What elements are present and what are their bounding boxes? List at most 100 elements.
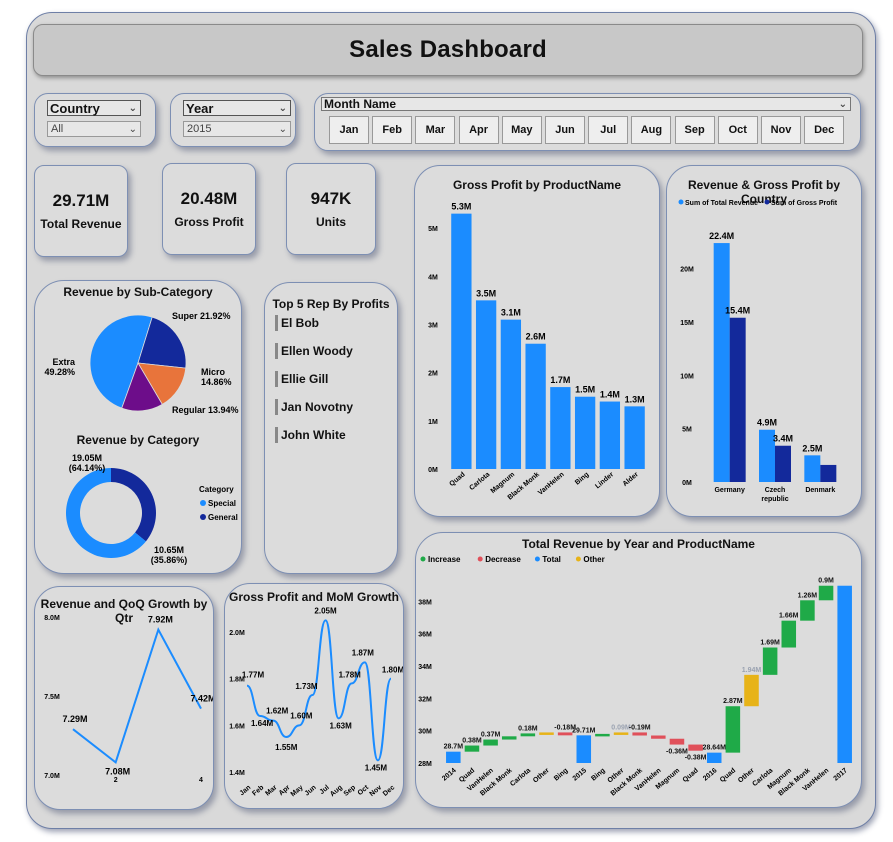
waterfall-bar-black-monk[interactable] xyxy=(632,732,647,736)
bar-magnum[interactable] xyxy=(500,319,522,469)
legend-item[interactable]: Special xyxy=(208,499,236,508)
waterfall-bar-vanhelen[interactable] xyxy=(651,735,666,739)
pie-slice-extra[interactable] xyxy=(89,314,153,409)
month-button-sep[interactable]: Sep xyxy=(674,116,715,144)
month-button-apr[interactable]: Apr xyxy=(458,116,499,144)
donut-label-general: 10.65M (35.86%) xyxy=(151,545,188,565)
y-tick-label: 1.6M xyxy=(229,723,245,730)
y-tick-label: 0M xyxy=(428,467,438,474)
bar-bing[interactable] xyxy=(574,396,596,469)
legend-item[interactable]: General xyxy=(208,513,238,522)
data-label: 1.62M xyxy=(266,707,289,716)
data-label: 1.69M xyxy=(760,640,780,647)
x-tick-label: VanHelen xyxy=(537,471,566,497)
kpi-label: Total Revenue xyxy=(40,217,122,231)
x-tick-label: 2014 xyxy=(441,767,458,782)
donut-slice-special[interactable] xyxy=(66,468,146,558)
waterfall-bar-2016[interactable] xyxy=(706,752,722,763)
donut-slice-general[interactable] xyxy=(111,468,156,542)
waterfall-bar-bing[interactable] xyxy=(595,733,610,737)
x-tick-label: Bing xyxy=(553,767,569,782)
bar-vanhelen[interactable] xyxy=(550,387,571,469)
waterfall-bar-other[interactable] xyxy=(613,732,629,735)
data-label: 2.5M xyxy=(802,443,822,453)
bar-germany-revenue[interactable] xyxy=(713,243,730,482)
bar-carlota[interactable] xyxy=(475,300,497,469)
pie-slice-regular[interactable] xyxy=(121,362,163,412)
month-button-mar[interactable]: Mar xyxy=(415,116,456,144)
month-button-aug[interactable]: Aug xyxy=(631,116,672,144)
data-label: 0.38M xyxy=(462,738,482,745)
bar-czech-republic-profit[interactable] xyxy=(775,445,791,482)
month-button-may[interactable]: May xyxy=(501,116,542,144)
x-tick-label: 2 xyxy=(114,777,118,784)
year-selected-value: 2015 xyxy=(187,123,212,135)
month-slicer-header[interactable]: Month Name ⌄ xyxy=(321,97,851,111)
data-label: -0.36M xyxy=(666,749,688,756)
legend-item: Increase xyxy=(428,555,461,564)
waterfall-bar-quad[interactable] xyxy=(725,706,741,753)
chevron-down-icon[interactable]: ⌄ xyxy=(128,103,137,114)
waterfall-bar-vanhelen[interactable] xyxy=(818,585,834,601)
month-button-jul[interactable]: Jul xyxy=(588,116,629,144)
bar-denmark-profit[interactable] xyxy=(820,464,837,482)
bar-black-monk[interactable] xyxy=(525,343,546,469)
waterfall-bar-black-monk[interactable] xyxy=(501,736,517,740)
rep-name: Jan Novotny xyxy=(275,399,353,415)
bar-alder[interactable] xyxy=(624,406,645,469)
x-tick-label: 4 xyxy=(199,777,203,784)
legend-marker xyxy=(477,556,483,562)
y-tick-label: 38M xyxy=(418,599,432,606)
bar-germany-profit[interactable] xyxy=(729,317,746,482)
month-button-oct[interactable]: Oct xyxy=(717,116,758,144)
qoq-growth-card: Revenue and QoQ Growth by Qtr 7.0M 7.5M 8.… xyxy=(34,586,214,810)
series-line[interactable] xyxy=(72,627,202,765)
revenue-subcategory-card: Revenue by Sub-Category Extra 49.28% Super… xyxy=(34,280,242,574)
month-button-dec[interactable]: Dec xyxy=(804,116,845,144)
donut-label-special: 19.05M (64.14%) xyxy=(69,453,106,473)
waterfall-bar-quad[interactable] xyxy=(688,744,703,751)
chevron-down-icon[interactable]: ⌄ xyxy=(278,103,287,114)
waterfall-bar-quad[interactable] xyxy=(464,745,480,752)
bar-linder[interactable] xyxy=(599,401,621,469)
data-label: 1.78M xyxy=(339,670,362,679)
data-label: 1.3M xyxy=(625,394,645,404)
waterfall-bar-magnum[interactable] xyxy=(669,738,685,745)
waterfall-bar-vanhelen[interactable] xyxy=(483,739,498,746)
waterfall-bar-2014[interactable] xyxy=(446,751,461,763)
waterfall-bar-magnum[interactable] xyxy=(781,620,797,648)
waterfall-bar-black-monk[interactable] xyxy=(800,600,815,621)
month-button-jun[interactable]: Jun xyxy=(545,116,585,144)
waterfall-bar-carlota[interactable] xyxy=(520,733,536,737)
month-button-jan[interactable]: Jan xyxy=(329,116,369,144)
x-tick-label: May xyxy=(290,784,305,798)
waterfall-bar-other[interactable] xyxy=(744,674,759,707)
bar-czech-republic-revenue[interactable] xyxy=(759,429,775,482)
country-slicer-header[interactable]: Country ⌄ xyxy=(47,100,141,116)
pie-label-extra: Extra 49.28% xyxy=(44,357,76,377)
waterfall-bar-bing[interactable] xyxy=(557,732,573,736)
chevron-down-icon[interactable]: ⌄ xyxy=(278,124,287,135)
series-line[interactable] xyxy=(246,619,392,762)
waterfall-bar-2017[interactable] xyxy=(837,585,852,763)
legend-marker xyxy=(764,199,770,205)
pie-slice-super[interactable] xyxy=(137,316,187,369)
month-button-nov[interactable]: Nov xyxy=(761,116,801,144)
year-dropdown[interactable]: 2015 ⌄ xyxy=(183,121,291,137)
bar-quad[interactable] xyxy=(451,213,472,469)
country-dropdown[interactable]: All ⌄ xyxy=(47,121,141,137)
chevron-down-icon[interactable]: ⌄ xyxy=(128,124,137,135)
year-slicer-header[interactable]: Year ⌄ xyxy=(183,100,291,116)
month-button-feb[interactable]: Feb xyxy=(372,116,413,144)
x-tick-label: Jan xyxy=(239,784,253,797)
waterfall-bar-carlota[interactable] xyxy=(762,647,778,675)
y-tick-label: 7.5M xyxy=(44,694,60,701)
chart-title: Top 5 Rep By Profits xyxy=(272,297,390,311)
rep-name: El Bob xyxy=(275,315,319,331)
waterfall-bar-other[interactable] xyxy=(539,732,554,735)
data-label: 1.7M xyxy=(550,375,570,385)
chevron-down-icon[interactable]: ⌄ xyxy=(838,99,847,110)
waterfall-bar-2015[interactable] xyxy=(576,735,592,763)
y-tick-label: 1.4M xyxy=(229,770,245,777)
bar-denmark-revenue[interactable] xyxy=(804,455,821,482)
